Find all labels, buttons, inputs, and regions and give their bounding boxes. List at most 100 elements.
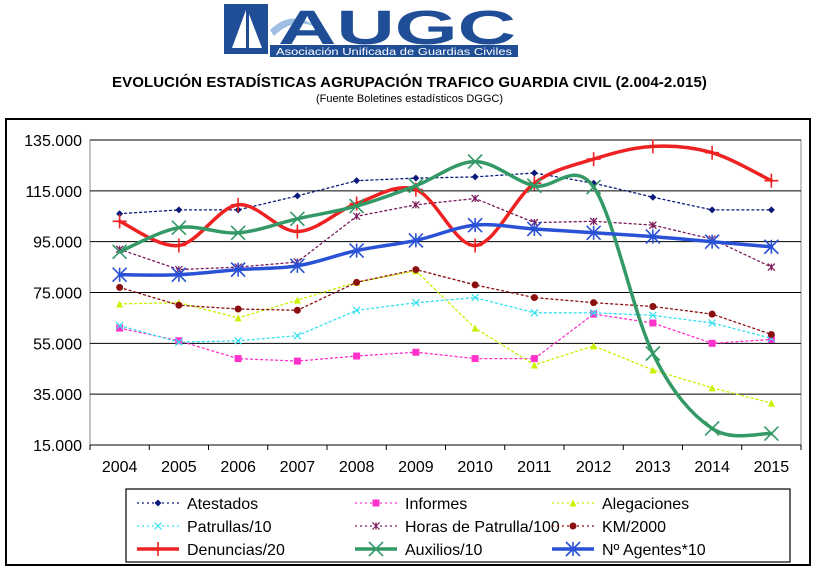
data-point xyxy=(411,298,420,307)
data-point xyxy=(171,267,187,283)
x-tick-label: 2011 xyxy=(517,459,552,476)
data-point xyxy=(767,206,775,214)
data-point xyxy=(648,311,657,320)
legend-item: Horas de Patrulla/100 xyxy=(355,519,560,536)
legend-swatch-marker xyxy=(372,499,380,507)
x-tick-label: 2014 xyxy=(694,459,730,476)
data-point xyxy=(763,425,779,442)
data-point xyxy=(530,355,538,363)
data-point xyxy=(471,355,479,363)
series-line xyxy=(118,197,773,271)
data-point xyxy=(353,278,361,286)
data-point xyxy=(293,296,301,304)
legend-swatch-marker xyxy=(569,522,577,530)
data-point xyxy=(293,357,301,365)
data-point xyxy=(764,173,779,188)
legend-item: Patrullas/10 xyxy=(137,519,272,536)
data-point xyxy=(645,139,660,154)
data-point xyxy=(412,266,420,274)
legend-box xyxy=(125,488,791,563)
data-point xyxy=(293,192,301,200)
series-km-2000 xyxy=(116,266,775,338)
data-point xyxy=(171,220,187,236)
legend-swatch-marker xyxy=(154,499,162,507)
legend-label: Patrullas/10 xyxy=(187,519,272,536)
data-point xyxy=(704,234,720,250)
legend-swatch-marker xyxy=(372,522,380,530)
y-tick-label: 115.000 xyxy=(25,184,82,201)
data-point xyxy=(589,308,598,317)
x-tick-label: 2013 xyxy=(635,459,671,476)
data-point xyxy=(530,308,539,317)
legend-item: Nº Agentes*10 xyxy=(552,541,706,559)
series-line xyxy=(118,268,773,336)
x-tick-label: 2010 xyxy=(457,459,493,476)
data-point xyxy=(234,355,242,363)
data-point xyxy=(767,336,775,344)
data-point xyxy=(530,294,538,302)
data-point xyxy=(115,321,124,330)
legend-label: Auxilios/10 xyxy=(405,542,482,559)
chart-title: EVOLUCIÓN ESTADÍSTICAS AGRUPACIÓN TRAFIC… xyxy=(111,74,708,91)
data-point xyxy=(649,193,657,201)
legend-label: KM/2000 xyxy=(602,519,666,536)
data-point xyxy=(352,212,361,221)
legend-label: Horas de Patrulla/100 xyxy=(405,519,560,536)
data-point xyxy=(530,361,538,369)
data-point xyxy=(293,331,302,340)
data-point xyxy=(412,348,420,356)
x-tick-label: 2012 xyxy=(576,459,612,476)
legend-swatch-marker xyxy=(151,542,165,556)
data-point xyxy=(708,339,716,347)
logo-swoosh-icon xyxy=(270,18,318,36)
data-point xyxy=(586,179,602,195)
data-point xyxy=(468,238,483,253)
x-tick-label: 2009 xyxy=(398,459,434,476)
y-tick-label: 35.000 xyxy=(33,387,82,404)
data-point xyxy=(116,300,124,308)
data-point xyxy=(763,239,779,255)
legend-item: Informes xyxy=(355,496,467,513)
data-point xyxy=(708,384,716,392)
data-point xyxy=(174,338,183,346)
data-point xyxy=(589,217,598,226)
logo-tagline-band xyxy=(270,45,518,57)
data-point xyxy=(530,169,538,177)
legend-swatch-marker xyxy=(368,541,384,557)
legend-item: KM/2000 xyxy=(552,519,666,536)
legend-item: Atestados xyxy=(137,496,258,513)
data-point xyxy=(175,301,183,309)
augc-logo: AUGC Asociación Unificada de Guardias Ci… xyxy=(224,2,518,58)
data-point xyxy=(230,225,246,241)
x-tick-label: 2008 xyxy=(339,459,375,476)
data-point xyxy=(289,211,305,227)
legend-label: Nº Agentes*10 xyxy=(602,542,706,559)
y-tick-label: 55.000 xyxy=(33,336,82,353)
data-point xyxy=(586,152,601,167)
y-tick-label: 135.000 xyxy=(24,133,82,150)
legend-label: Alegaciones xyxy=(602,496,689,513)
data-point xyxy=(116,324,124,332)
data-point xyxy=(349,198,365,214)
legend-item: Alegaciones xyxy=(552,496,689,513)
data-point xyxy=(234,305,242,313)
data-point xyxy=(471,194,480,203)
series-informes xyxy=(116,310,775,365)
x-tick-label: 2005 xyxy=(161,459,197,476)
data-point xyxy=(767,263,776,272)
data-point xyxy=(471,173,479,181)
data-point xyxy=(471,324,479,332)
series-line xyxy=(118,270,773,404)
data-point xyxy=(293,306,301,314)
data-point xyxy=(353,177,361,185)
data-point xyxy=(471,281,479,289)
data-point xyxy=(649,319,657,327)
series-auxilios-10 xyxy=(112,154,779,442)
data-point xyxy=(411,200,420,209)
data-point xyxy=(767,330,775,338)
legend-label: Atestados xyxy=(187,496,258,513)
data-point xyxy=(349,242,365,259)
logo-sail-icon xyxy=(232,10,262,48)
data-point xyxy=(116,210,124,218)
